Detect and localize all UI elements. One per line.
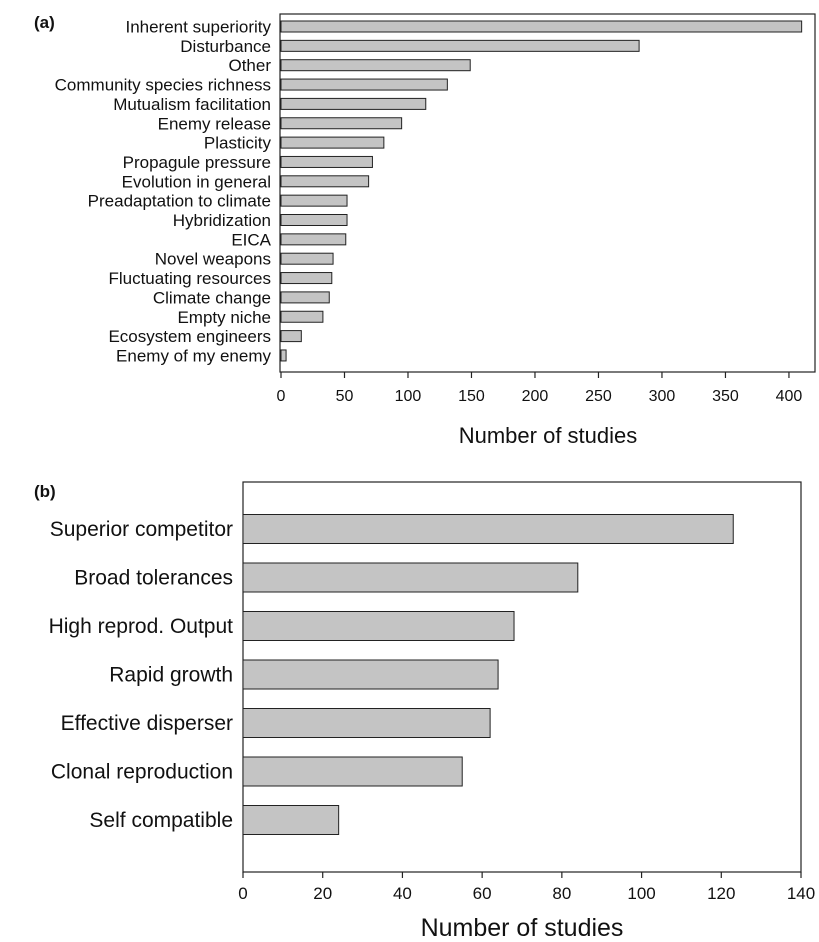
panel-b: (b) Superior competitor Broad tolerances H… bbox=[34, 481, 815, 942]
panel-a-bar bbox=[280, 155, 373, 168]
panel-a-label: (a) bbox=[34, 13, 55, 32]
panel-b-x-tick-label: 140 bbox=[787, 884, 815, 903]
panel-b-x-tick-label: 120 bbox=[707, 884, 735, 903]
panel-a-bar bbox=[280, 20, 803, 33]
panel-a-bar bbox=[280, 78, 448, 91]
panel-a-bar bbox=[280, 330, 302, 343]
panel-a-bar bbox=[280, 59, 471, 72]
panel-a-x-tick-label: 0 bbox=[277, 388, 286, 405]
panel-a-bar bbox=[280, 39, 640, 52]
panel-b-x-tick-label: 20 bbox=[313, 884, 332, 903]
panel-a-bar bbox=[280, 136, 385, 149]
panel-a-bar bbox=[280, 175, 370, 188]
panel-a-bar bbox=[280, 117, 403, 130]
panel-b-bar bbox=[242, 611, 515, 641]
panel-b-x-tick-label: 0 bbox=[238, 884, 247, 903]
panel-a-x-tick-label: 150 bbox=[458, 388, 485, 405]
panel-a-category-label: Propagule pressure bbox=[123, 153, 271, 172]
panel-a-category-label: Plasticity bbox=[204, 134, 272, 153]
panel-a-category-label: Community species richness bbox=[55, 76, 271, 95]
panel-b-category-label: Broad tolerances bbox=[74, 567, 233, 590]
panel-a-category-label: Disturbance bbox=[180, 37, 271, 56]
panel-a-bar bbox=[280, 349, 287, 362]
panel-a-bar bbox=[280, 272, 333, 285]
panel-b-bar bbox=[242, 514, 734, 544]
panel-b-category-label: Clonal reproduction bbox=[51, 761, 233, 784]
panel-b-x-tick-label: 60 bbox=[473, 884, 492, 903]
panel-b-x-axis-label: Number of studies bbox=[421, 914, 624, 942]
panel-a-x-axis-label: Number of studies bbox=[459, 423, 638, 448]
panel-a: (a) Inherent superiorityDisturbanceOther… bbox=[34, 13, 816, 448]
panel-b-bar bbox=[242, 708, 491, 738]
panel-b-bar bbox=[242, 659, 499, 690]
panel-a-bar bbox=[280, 310, 324, 323]
panel-b-bar bbox=[242, 562, 579, 593]
panel-b-bar bbox=[242, 805, 340, 835]
panel-a-bar bbox=[280, 291, 330, 304]
panel-a-category-label: Hybridization bbox=[173, 211, 271, 230]
panel-a-category-label: Ecosystem engineers bbox=[108, 327, 271, 346]
panel-b-bar bbox=[242, 756, 463, 787]
panel-b-x-tick-label: 80 bbox=[552, 884, 571, 903]
panel-a-category-label: Empty niche bbox=[177, 308, 271, 327]
panel-a-category-label: Fluctuating resources bbox=[108, 269, 271, 288]
panel-b-label: (b) bbox=[34, 482, 56, 501]
panel-a-category-label: EICA bbox=[231, 230, 271, 249]
panel-a-category-label: Novel weapons bbox=[155, 250, 271, 269]
panel-a-bar bbox=[280, 252, 334, 265]
panel-a-plot-frame bbox=[279, 13, 816, 373]
panel-a-category-label: Mutualism facilitation bbox=[113, 95, 271, 114]
panel-a-x-tick-label: 100 bbox=[395, 388, 422, 405]
panel-a-category-label: Evolution in general bbox=[122, 172, 271, 191]
panel-b-category-label: Superior competitor bbox=[50, 518, 233, 541]
panel-b-category-label: Self compatible bbox=[89, 809, 233, 832]
panel-a-bar bbox=[280, 194, 348, 207]
panel-a-x-tick-label: 400 bbox=[776, 388, 803, 405]
panel-a-category-label: Enemy of my enemy bbox=[116, 346, 271, 365]
panel-a-category-label: Preadaptation to climate bbox=[88, 192, 271, 211]
panel-a-bar bbox=[280, 233, 347, 246]
panel-b-x-tick-label: 100 bbox=[627, 884, 655, 903]
panel-b-category-label: Effective disperser bbox=[61, 712, 233, 735]
panel-a-category-label: Other bbox=[228, 56, 271, 75]
panel-b-category-label: Rapid growth bbox=[109, 664, 233, 687]
panel-a-bar bbox=[280, 97, 427, 110]
panel-a-x-tick-label: 350 bbox=[712, 388, 739, 405]
panel-b-x-tick-label: 40 bbox=[393, 884, 412, 903]
panel-a-x-tick-label: 200 bbox=[522, 388, 549, 405]
panel-a-x-tick-label: 250 bbox=[585, 388, 612, 405]
panel-a-category-label: Inherent superiority bbox=[125, 18, 271, 37]
panel-b-category-label: High reprod. Output bbox=[49, 615, 234, 638]
panel-a-category-label: Enemy release bbox=[158, 114, 271, 133]
panel-a-category-label: Climate change bbox=[153, 288, 271, 307]
panel-a-bar bbox=[280, 214, 348, 226]
panel-a-x-tick-label: 50 bbox=[336, 388, 354, 405]
panel-a-x-tick-label: 300 bbox=[649, 388, 676, 405]
